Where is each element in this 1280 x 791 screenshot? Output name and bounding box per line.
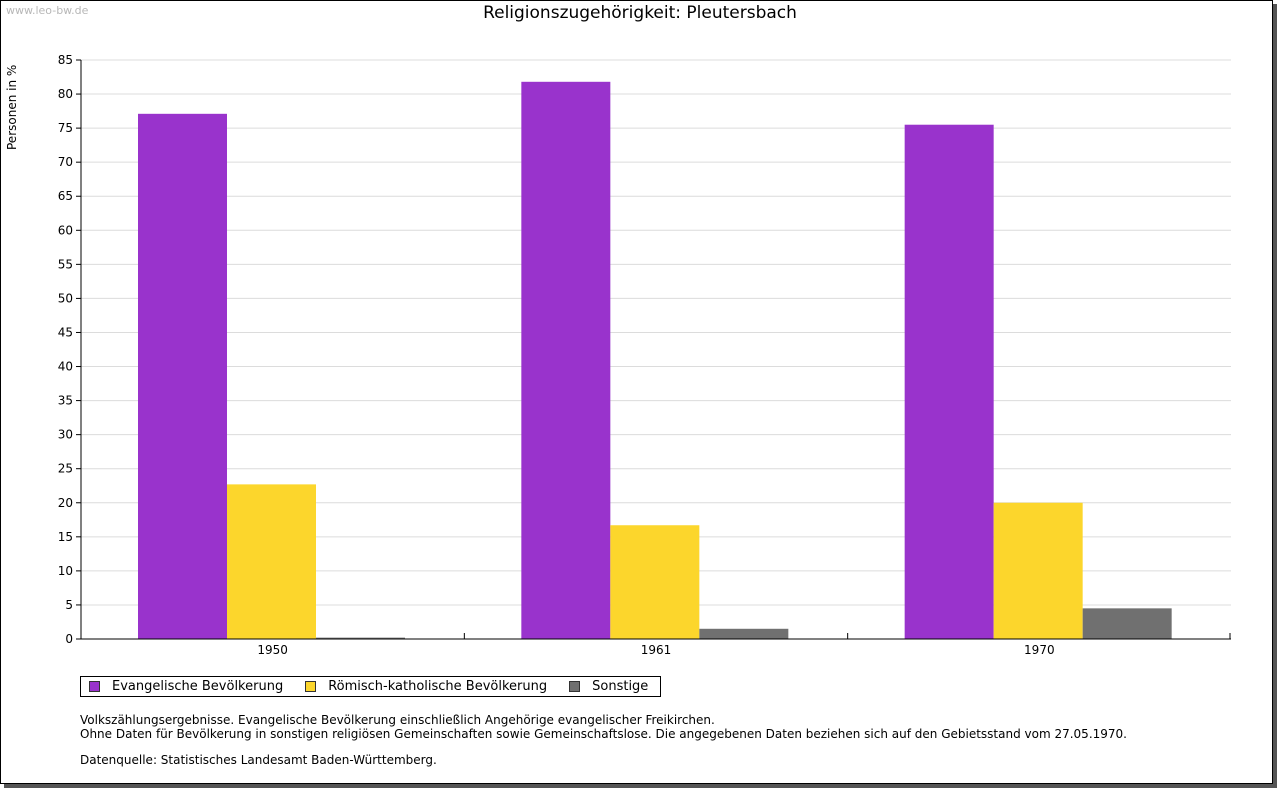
legend-swatch-katholisch [305, 681, 317, 692]
y-tick-label: 65 [58, 189, 73, 203]
bar-sonstige-1961 [699, 628, 789, 639]
y-tick-label: 75 [58, 121, 73, 135]
y-tick-label: 10 [58, 564, 73, 578]
y-tick-label: 25 [58, 462, 73, 476]
bar-r-misch-katholische-bev-lkerung-1961 [610, 525, 700, 639]
y-tick-label: 80 [58, 87, 73, 101]
footnote-line-1: Volkszählungsergebnisse. Evangelische Be… [80, 713, 715, 727]
legend-item-sonstige: Sonstige [569, 679, 648, 694]
bar-r-misch-katholische-bev-lkerung-1950 [227, 484, 316, 639]
legend-label-sonstige: Sonstige [592, 679, 649, 694]
x-tick-label: 1961 [641, 643, 672, 657]
bar-evangelische-bev-lkerung-1961 [521, 81, 611, 639]
bar-sonstige-1970 [1082, 608, 1172, 639]
y-tick-label: 50 [58, 291, 73, 305]
bar-chart: 0 5 10 15 20 25 30 35 40 45 50 55 60 65 70 75 80 85 1950 19… [58, 53, 1231, 657]
x-tick-label: 1970 [1024, 643, 1055, 657]
x-tick-label: 1950 [257, 643, 288, 657]
y-tick-label: 20 [58, 496, 73, 510]
legend: Evangelische Bevölkerung Römisch-katholi… [80, 676, 662, 697]
bar-evangelische-bev-lkerung-1970 [904, 124, 994, 639]
legend-label-evangelisch: Evangelische Bevölkerung [112, 679, 284, 694]
watermark: www.leo-bw.de [6, 4, 89, 17]
y-tick-label: 40 [58, 360, 73, 374]
legend-item-katholisch: Römisch-katholische Bevölkerung [305, 679, 547, 694]
bar-evangelische-bev-lkerung-1950 [138, 113, 227, 640]
y-tick-label: 70 [58, 155, 73, 169]
y-tick-label: 55 [58, 257, 73, 271]
legend-swatch-evangelisch [89, 681, 100, 692]
legend-label-katholisch: Römisch-katholische Bevölkerung [328, 679, 548, 694]
bar-r-misch-katholische-bev-lkerung-1970 [993, 502, 1083, 639]
bar-sonstige-1950 [316, 637, 405, 639]
y-tick-label: 85 [58, 53, 73, 67]
y-tick-label: 5 [65, 598, 73, 612]
footnote-line-2: Ohne Daten für Bevölkerung in sonstigen … [80, 727, 1127, 741]
chart-title: Religionszugehörigkeit: Pleutersbach [483, 3, 797, 23]
y-tick-label: 60 [58, 223, 73, 237]
y-tick-label: 30 [58, 428, 73, 442]
y-tick-label: 0 [65, 632, 73, 646]
legend-swatch-sonstige [569, 681, 581, 692]
data-source: Datenquelle: Statistisches Landesamt Bad… [80, 753, 437, 767]
y-tick-label: 45 [58, 325, 73, 339]
legend-item-evangelisch: Evangelische Bevölkerung [89, 679, 283, 694]
y-tick-label: 15 [58, 530, 73, 544]
y-tick-label: 35 [58, 394, 73, 408]
